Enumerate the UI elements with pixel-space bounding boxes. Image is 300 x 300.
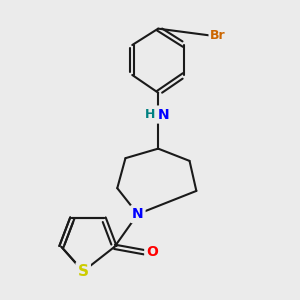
Text: H: H <box>145 108 155 121</box>
Text: N: N <box>132 207 143 221</box>
Text: O: O <box>146 245 158 259</box>
Text: S: S <box>78 264 89 279</box>
Text: Br: Br <box>210 29 226 42</box>
Text: N: N <box>157 107 169 122</box>
